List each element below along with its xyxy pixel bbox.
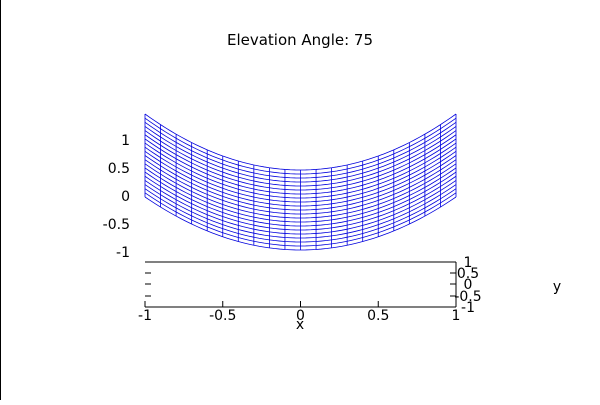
x-tick-label-3: 0.5 [367, 308, 389, 324]
y-tick-label-4: -1 [461, 300, 475, 316]
x-axis-label: x [296, 317, 304, 333]
x-tick-label-2: 0 [296, 308, 305, 324]
y-tick-label-0: 1 [464, 255, 473, 271]
x-tick-label-4: 1 [452, 308, 461, 324]
y-tick-label-1: 0.5 [457, 266, 479, 282]
y-axis-label: y [553, 279, 561, 295]
z-tick-label-3: -0.5 [103, 217, 130, 233]
surface-mesh [144, 113, 457, 251]
axes [144, 261, 457, 308]
x-tick-label-1: -0.5 [209, 308, 236, 324]
y-tick-label-2: 0 [464, 277, 473, 293]
z-tick-label-2: 0 [121, 189, 130, 205]
x-tick-label-0: -1 [138, 308, 152, 324]
z-tick-label-1: 0.5 [108, 161, 130, 177]
y-tick-label-3: -0.5 [454, 289, 481, 305]
chart-title: Elevation Angle: 75 [227, 31, 373, 49]
z-tick-label-0: 1 [121, 133, 130, 149]
z-tick-label-4: -1 [116, 245, 130, 261]
